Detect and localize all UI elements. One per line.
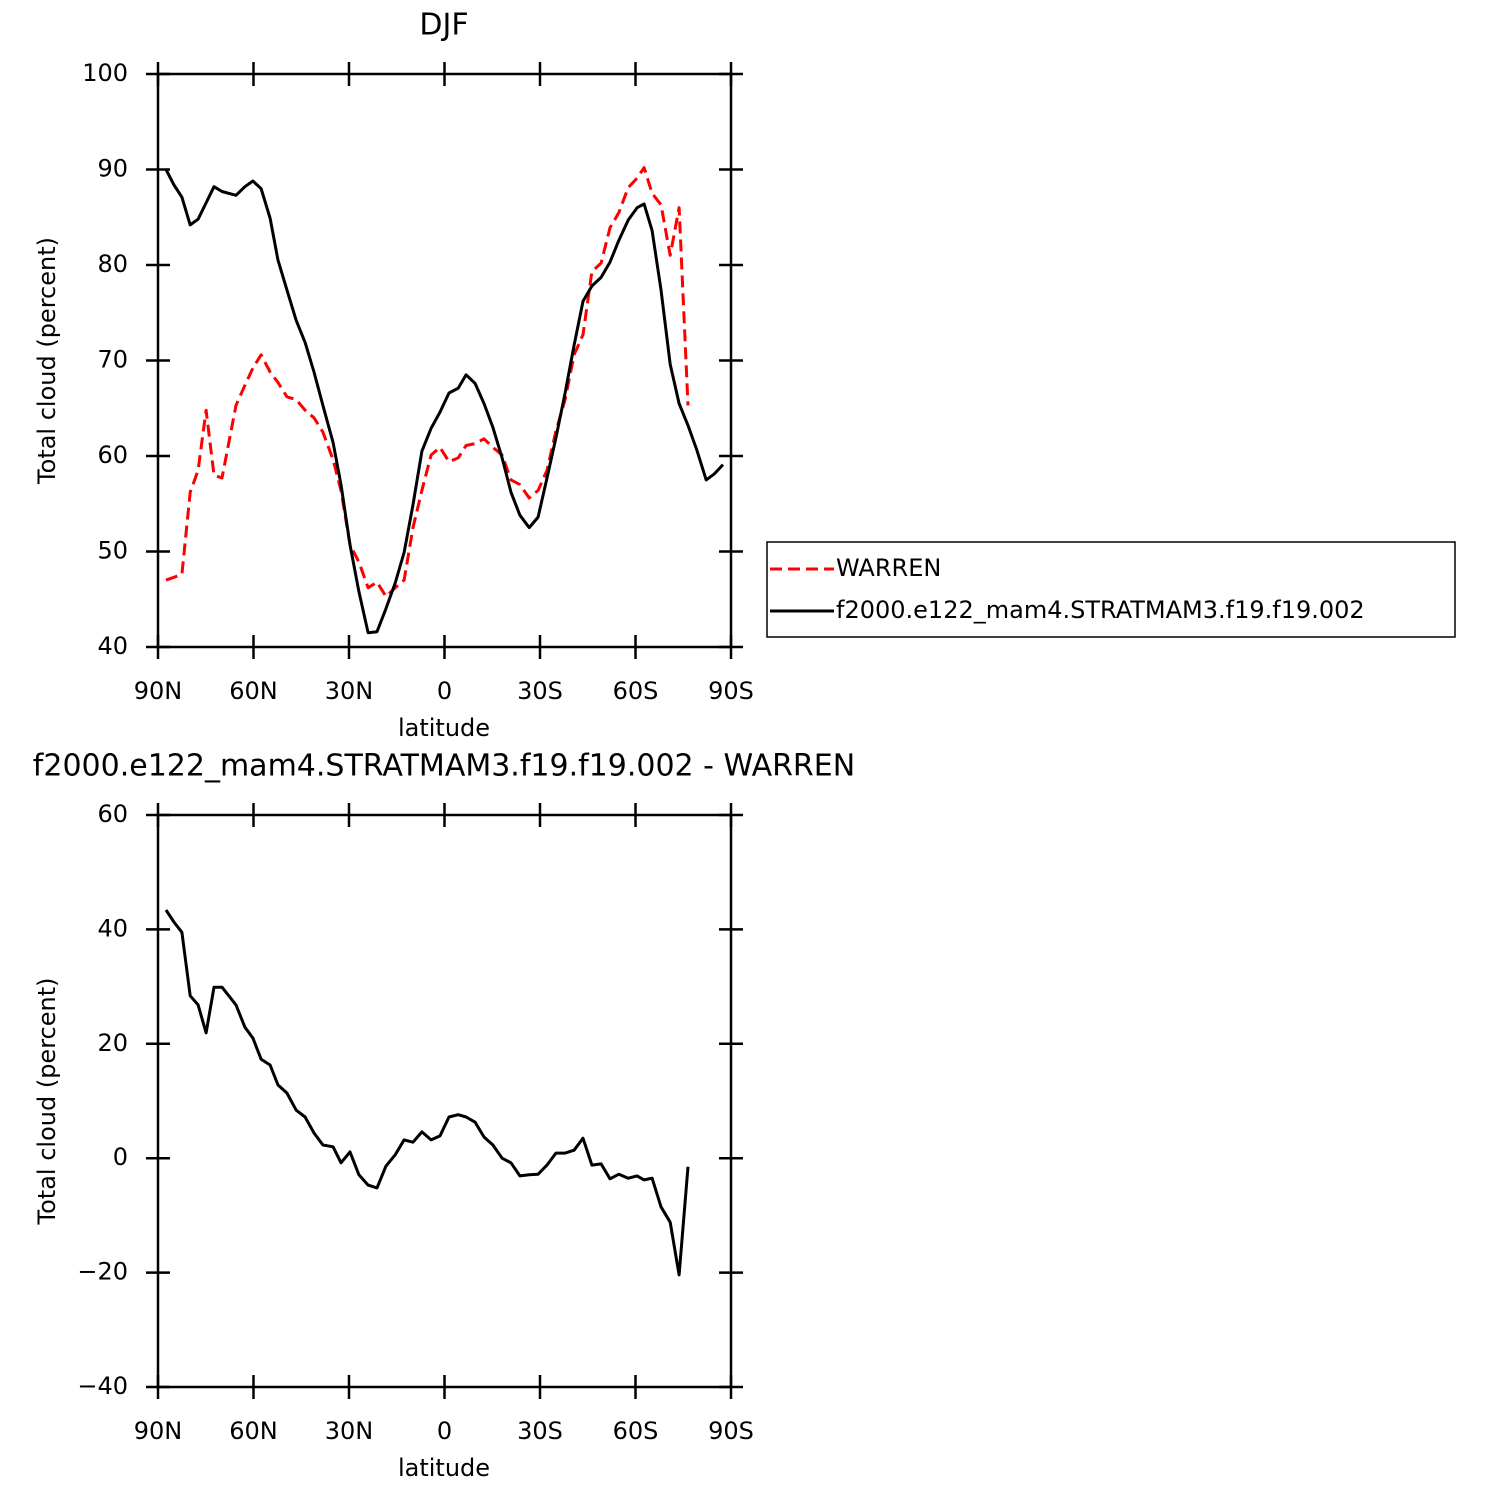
x-tick-label: 0 bbox=[437, 1417, 452, 1445]
x-tick-label: 0 bbox=[437, 677, 452, 705]
y-tick-label: 70 bbox=[97, 346, 128, 374]
legend-label: WARREN bbox=[836, 554, 941, 582]
x-tick-label: 90N bbox=[134, 1417, 183, 1445]
y-tick-label: 60 bbox=[97, 441, 128, 469]
y-tick-label: 50 bbox=[97, 537, 128, 565]
x-axis-label: latitude bbox=[398, 1454, 490, 1482]
x-tick-label: 60N bbox=[229, 1417, 278, 1445]
y-axis-label: Total cloud (percent) bbox=[33, 978, 61, 1226]
x-tick-label: 60S bbox=[613, 677, 659, 705]
x-tick-label: 60N bbox=[229, 677, 278, 705]
y-tick-label: 0 bbox=[113, 1143, 128, 1171]
legend-label: f2000.e122_mam4.STRATMAM3.f19.f19.002 bbox=[836, 596, 1365, 624]
y-tick-label: −40 bbox=[77, 1372, 128, 1400]
data-line bbox=[164, 168, 725, 635]
y-tick-label: −20 bbox=[77, 1258, 128, 1286]
y-tick-label: 20 bbox=[97, 1029, 128, 1057]
y-tick-label: 40 bbox=[97, 632, 128, 660]
x-tick-label: 60S bbox=[613, 1417, 659, 1445]
y-tick-label: 90 bbox=[97, 155, 128, 183]
y-axis-label: Total cloud (percent) bbox=[33, 237, 61, 485]
y-tick-label: 40 bbox=[97, 914, 128, 942]
x-axis-label: latitude bbox=[398, 714, 490, 742]
x-tick-label: 30S bbox=[517, 677, 563, 705]
x-tick-label: 30S bbox=[517, 1417, 563, 1445]
y-tick-label: 100 bbox=[82, 59, 128, 87]
data-line bbox=[165, 166, 690, 598]
x-tick-label: 30N bbox=[325, 1417, 374, 1445]
x-tick-label: 30N bbox=[325, 677, 374, 705]
x-tick-label: 90N bbox=[134, 677, 183, 705]
data-line bbox=[164, 909, 690, 1277]
y-tick-label: 80 bbox=[97, 250, 128, 278]
chart-title: DJF bbox=[419, 8, 468, 43]
x-tick-label: 90S bbox=[708, 677, 754, 705]
chart-title: f2000.e122_mam4.STRATMAM3.f19.f19.002 - … bbox=[33, 749, 855, 784]
x-tick-label: 90S bbox=[708, 1417, 754, 1445]
y-tick-label: 60 bbox=[97, 800, 128, 828]
legend-box bbox=[766, 541, 1456, 638]
